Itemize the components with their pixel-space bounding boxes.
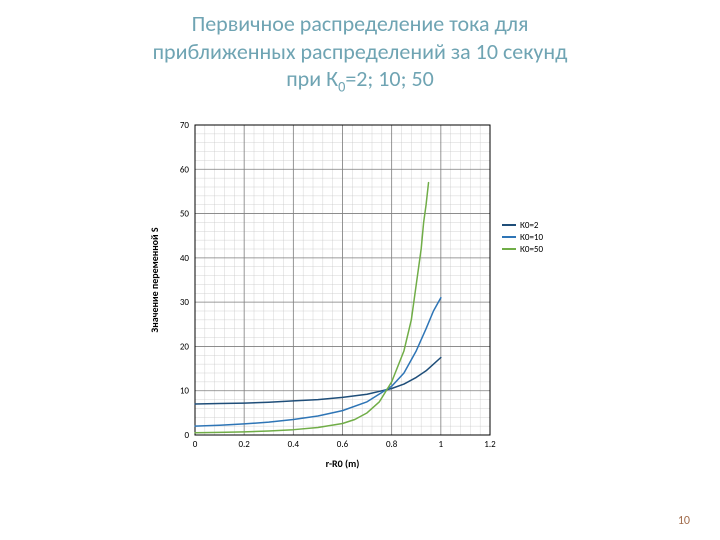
svg-text:1: 1 — [439, 439, 444, 450]
svg-text:0.2: 0.2 — [238, 439, 250, 450]
svg-text:0.4: 0.4 — [288, 439, 300, 450]
svg-text:60: 60 — [180, 164, 190, 175]
chart-container: 0 0.2 0.4 0.6 0.8 1 1.2 0 10 20 30 40 50 60 70 r-R0 (m)… — [140, 115, 600, 475]
svg-text:50: 50 — [180, 209, 190, 220]
svg-text:0: 0 — [184, 430, 189, 441]
title-line-1: Первичное распределение тока для — [192, 10, 529, 37]
svg-text:40: 40 — [180, 253, 190, 264]
svg-text:К0=50: К0=50 — [520, 244, 543, 255]
svg-text:70: 70 — [180, 120, 190, 131]
svg-text:К0=10: К0=10 — [520, 232, 543, 243]
svg-text:0: 0 — [193, 439, 198, 450]
title-line-3-post: =2; 10; 50 — [345, 65, 433, 92]
svg-text:10: 10 — [180, 386, 190, 397]
svg-text:1.2: 1.2 — [484, 439, 496, 450]
svg-text:20: 20 — [180, 341, 190, 352]
slide-title: Первичное распределение тока для приближ… — [0, 0, 720, 96]
svg-text:К0=2: К0=2 — [520, 220, 539, 231]
page-number: 10 — [678, 514, 690, 528]
svg-text:r-R0 (m): r-R0 (m) — [326, 457, 360, 470]
svg-text:0.8: 0.8 — [386, 439, 398, 450]
title-line-3-pre: при К — [286, 65, 338, 92]
svg-text:30: 30 — [180, 297, 190, 308]
svg-text:0.6: 0.6 — [337, 439, 349, 450]
title-line-2: приближенных распределений за 10 секунд — [153, 38, 568, 65]
line-chart: 0 0.2 0.4 0.6 0.8 1 1.2 0 10 20 30 40 50 60 70 r-R0 (m)… — [140, 115, 600, 475]
svg-text:Значение переменной S: Значение переменной S — [148, 227, 161, 332]
